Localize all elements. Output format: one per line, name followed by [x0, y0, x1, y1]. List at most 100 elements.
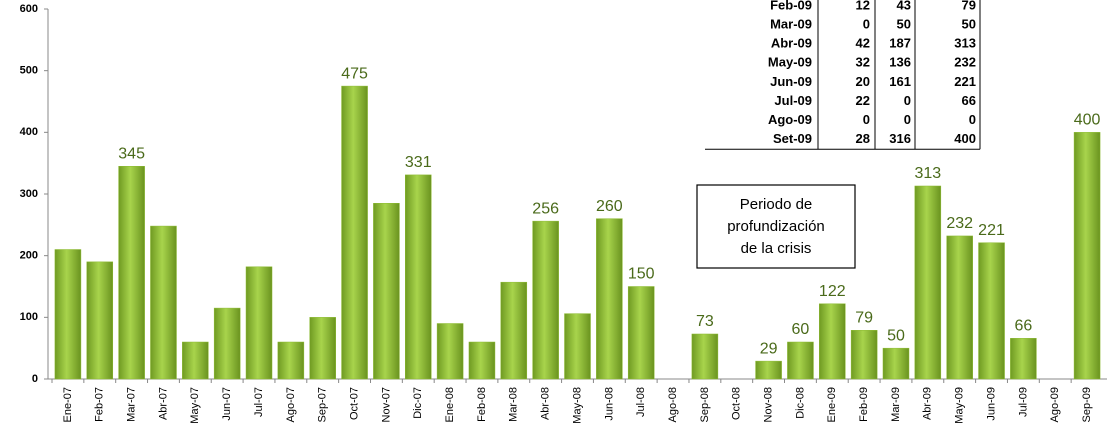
bar: [405, 174, 432, 380]
annotation: de la crisis: [741, 240, 812, 257]
table-cell: 50: [897, 17, 911, 32]
x-tick-label: Feb-07: [94, 387, 106, 422]
data-label: 29: [760, 340, 778, 357]
bar: [277, 341, 305, 380]
x-tick-label: Mar-07: [126, 387, 138, 422]
bar: [787, 341, 814, 380]
table-cell: 232: [954, 55, 976, 70]
data-label: 221: [978, 222, 1005, 239]
table-cell: 22: [856, 93, 870, 108]
bar: [54, 249, 82, 380]
table-cell: Ago-09: [768, 112, 812, 127]
table-cell: 161: [889, 74, 911, 89]
table-cell: Feb-09: [770, 0, 812, 12]
table-cell: Abr-09: [771, 36, 812, 51]
x-tick-label: Mar-09: [890, 387, 902, 422]
x-tick-label: Ene-07: [62, 387, 74, 422]
bar: [978, 242, 1005, 380]
x-tick-label: Oct-08: [731, 387, 743, 420]
x-tick-label: Abr-07: [157, 387, 169, 420]
annotation-box: [696, 184, 856, 269]
x-tick-label: Sep-09: [1081, 387, 1093, 422]
table-cell: 32: [856, 55, 870, 70]
y-tick-label: 600: [20, 3, 38, 15]
data-label: 79: [855, 310, 873, 327]
table-cell: 0: [863, 17, 870, 32]
table-cell: 79: [962, 0, 976, 12]
bar: [532, 220, 559, 380]
table-cell: 0: [904, 112, 911, 127]
x-tick-label: Ago-08: [667, 387, 679, 422]
table-cell: 316: [889, 131, 911, 146]
table-cell: Set-09: [773, 131, 812, 146]
bar: [755, 360, 782, 380]
data-label: 256: [532, 200, 559, 217]
bar: [436, 323, 464, 380]
x-tick-label: Jun-08: [603, 387, 615, 421]
bar: [1010, 338, 1037, 380]
x-tick-label: Abr-08: [540, 387, 552, 420]
bar: [118, 166, 145, 380]
x-tick-label: Feb-08: [476, 387, 488, 422]
x-tick-label: Abr-09: [922, 387, 934, 420]
table-cell: 42: [856, 36, 870, 51]
data-label: 232: [946, 215, 973, 232]
data-label: 66: [1014, 318, 1032, 335]
x-tick-label: Ene-09: [826, 387, 838, 422]
x-tick-label: Sep-07: [317, 387, 329, 422]
y-tick-label: 100: [20, 311, 38, 323]
table-cell: 12: [856, 0, 870, 12]
table-cell: 0: [863, 112, 870, 127]
bar: [309, 317, 336, 380]
y-tick-label: 0: [32, 373, 38, 385]
y-tick-label: 300: [20, 188, 38, 200]
bar: [882, 347, 910, 380]
table-cell: 136: [889, 55, 911, 70]
bar: [213, 307, 241, 380]
x-tick-label: Ago-07: [285, 387, 297, 422]
data-label: 475: [341, 65, 368, 82]
table-cell: Jul-09: [774, 93, 812, 108]
table-cell: 221: [954, 74, 976, 89]
x-tick-label: Jun-07: [221, 387, 233, 421]
x-tick-label: May-09: [954, 387, 966, 424]
bar: [819, 303, 846, 380]
bar: [946, 235, 973, 380]
table-cell: 187: [889, 36, 911, 51]
bar: [341, 85, 368, 380]
x-tick-label: Jun-09: [985, 387, 997, 421]
bar: [150, 225, 177, 380]
bar: [850, 330, 878, 380]
x-tick-label: Jul-09: [1017, 387, 1029, 417]
annotation: Periodo de: [740, 196, 813, 213]
table-cell: 400: [954, 131, 976, 146]
table-cell: 0: [969, 112, 976, 127]
bar: [373, 203, 400, 380]
data-label: 50: [887, 327, 905, 344]
bar: [691, 333, 719, 380]
data-label: 73: [696, 313, 714, 330]
x-tick-label: Feb-09: [858, 387, 870, 422]
x-tick-label: Jul-07: [253, 387, 265, 417]
data-label: 260: [596, 198, 623, 215]
x-tick-label: Jul-08: [635, 387, 647, 417]
x-tick-label: Mar-08: [508, 387, 520, 422]
bar: [596, 218, 623, 380]
data-label: 313: [914, 165, 941, 182]
x-tick-label: May-08: [571, 387, 583, 424]
bar: [1073, 132, 1101, 380]
x-tick-label: Ago-09: [1049, 387, 1061, 422]
data-label: 150: [628, 266, 655, 283]
table-cell: 43: [897, 0, 911, 12]
x-tick-label: Dic-07: [412, 387, 424, 419]
table-cell: 0: [904, 93, 911, 108]
data-label: 331: [405, 154, 432, 171]
data-label: 122: [819, 283, 846, 300]
bar: [245, 266, 273, 380]
table-cell: 50: [962, 17, 976, 32]
bar: [86, 261, 114, 380]
y-tick-label: 200: [20, 250, 38, 262]
data-label: 345: [118, 145, 145, 162]
table-cell: Jun-09: [770, 74, 812, 89]
